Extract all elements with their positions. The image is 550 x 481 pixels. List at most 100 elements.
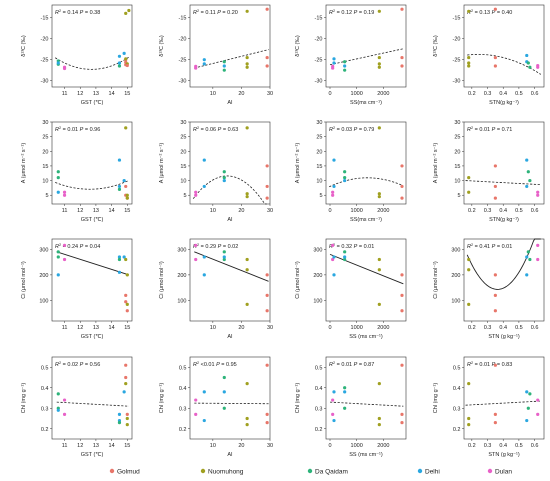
x-axis-label: SS(ms cm⁻¹) (350, 217, 382, 223)
panel-frame (325, 238, 407, 322)
data-point (467, 55, 471, 60)
x-tick-label: 13 (93, 91, 99, 97)
x-tick-label: 10 (210, 443, 216, 449)
y-tick-label: 0.4 (179, 386, 187, 392)
stat-label: R2 = 0.02 P = 0.56 (55, 361, 100, 368)
data-point (222, 68, 226, 72)
data-point (245, 62, 249, 66)
y-tick-label: 10 (180, 179, 186, 185)
data-point (377, 302, 381, 306)
x-tick-label: 0 (328, 325, 331, 331)
data-point (222, 390, 226, 394)
data-point (56, 255, 60, 259)
data-point (62, 190, 67, 194)
x-axis-label: STN(g kg⁻¹) (489, 217, 519, 223)
x-tick-label: 12 (77, 91, 83, 97)
data-point (265, 363, 269, 367)
data-point (125, 309, 129, 313)
data-point (528, 65, 532, 69)
data-point (117, 64, 122, 68)
y-tick-label: 10 (454, 179, 460, 185)
y-tick-label: 300 (313, 247, 322, 253)
y-tick-label: 100 (313, 299, 322, 305)
legend-label: Dulan (495, 469, 512, 476)
data-point (222, 257, 226, 262)
data-point (343, 406, 347, 410)
fit-line (56, 251, 129, 276)
data-point (377, 65, 381, 69)
data-point (377, 192, 381, 196)
x-axis-label: AI (227, 452, 233, 458)
y-tick-label: 15 (180, 164, 186, 170)
x-tick-label: 13 (93, 443, 99, 449)
data-point (493, 421, 497, 425)
data-point (245, 268, 249, 272)
y-tick-label: -15 (179, 16, 187, 22)
data-point (124, 375, 128, 380)
data-point (343, 257, 347, 262)
data-point (400, 184, 404, 189)
data-point (526, 170, 530, 174)
x-tick-label: 0.4 (499, 443, 507, 449)
data-point (400, 164, 404, 168)
data-point (331, 190, 335, 194)
data-point (493, 196, 497, 200)
stat-label: R2 = 0.14 P = 0.38 (55, 9, 100, 16)
x-tick-label: 0.6 (531, 443, 539, 449)
stat-label: R2 = 0.01 P = 0.83 (467, 361, 512, 368)
data-point (536, 193, 540, 197)
x-axis-label: GST (℃) (81, 100, 104, 106)
fit-line (465, 400, 541, 406)
panel-2-3: 0.2 0.3 0.4 0.5 0.6 100 200 300 STN (g kg⁻¹) Ci (… (433, 238, 545, 340)
data-point (117, 257, 122, 262)
data-point (343, 386, 347, 390)
y-tick-label: 100 (39, 299, 48, 305)
panel-frame (325, 356, 407, 440)
data-point (493, 273, 497, 277)
x-tick-label: 15 (124, 91, 130, 97)
data-point (125, 423, 129, 427)
x-tick-label: 20 (238, 91, 244, 97)
x-tick-label: 14 (109, 325, 115, 331)
legend-marker (109, 468, 115, 474)
y-axis-label: δ¹³C (‰) (295, 35, 301, 57)
x-tick-label: 20 (238, 443, 244, 449)
legend: Golmud Nuomuhong Da Qaidam Delhi Dulan (109, 468, 512, 476)
panel-1-1: 10 20 30 5 10 15 20 25 30 AI A (μmol m⁻² s⁻¹) R2 = … (159, 120, 273, 223)
data-point (493, 164, 497, 168)
fit-line (194, 402, 269, 405)
data-point (245, 9, 249, 13)
data-point (202, 184, 206, 189)
panel-3-3: 0.2 0.3 0.4 0.5 0.6 0.2 0.3 0.4 0.5 STN (g kg⁻¹) C… (433, 356, 545, 458)
panel-2-1: 10 20 30 100 200 300 AI Ci (μmol mol⁻¹) R2 = 0.2… (159, 238, 273, 340)
data-point (525, 53, 529, 58)
y-tick-label: 15 (42, 164, 48, 170)
x-tick-label: 30 (267, 325, 273, 331)
data-point (125, 63, 129, 68)
y-tick-label: -20 (453, 37, 461, 43)
data-point (62, 398, 67, 402)
y-tick-label: 100 (451, 299, 460, 305)
y-axis-label: Ci (μmol mol⁻¹) (433, 261, 439, 299)
data-point (245, 302, 249, 306)
y-tick-label: 0.2 (179, 427, 187, 433)
data-point (222, 170, 226, 174)
data-point (124, 382, 128, 386)
legend-marker (487, 468, 493, 474)
stat-label: R2 = 0.24 P = 0.04 (55, 243, 100, 250)
data-point (332, 57, 336, 61)
panel-frame (189, 356, 271, 440)
data-point (194, 398, 198, 402)
panel-frame (325, 121, 407, 205)
y-tick-label: 0.3 (41, 406, 49, 412)
y-tick-label: 200 (313, 273, 322, 279)
panel-frame (51, 4, 133, 88)
data-point (222, 406, 226, 410)
legend-label: Delhi (425, 469, 440, 476)
x-tick-label: 12 (77, 325, 83, 331)
data-point (343, 60, 347, 64)
panel-1-3: 0.2 0.3 0.4 0.5 0.6 5 10 15 20 25 30 STN(g kg⁻¹) A (… (433, 120, 545, 223)
y-tick-label: 0.5 (41, 365, 49, 371)
data-point (127, 8, 131, 13)
